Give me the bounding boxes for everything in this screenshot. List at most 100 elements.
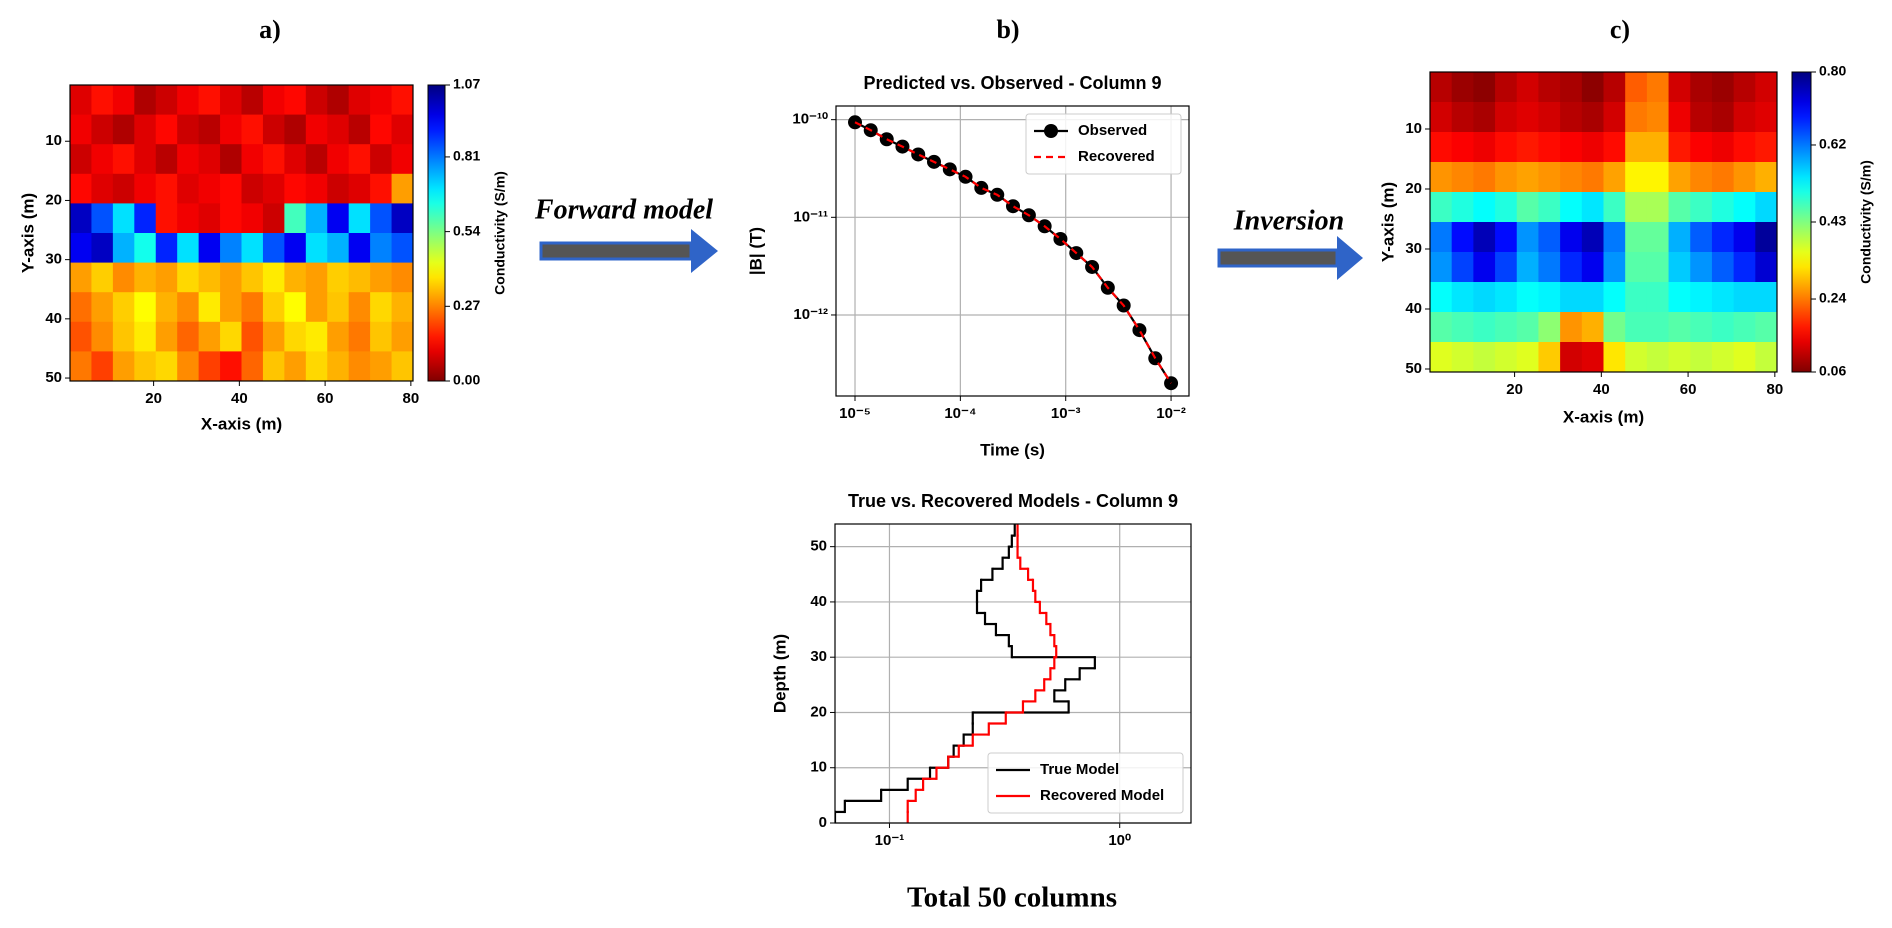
heatmap-cell	[1711, 192, 1735, 223]
heatmap-cell	[262, 203, 285, 234]
heatmap-cell	[1711, 312, 1735, 343]
heatmap-cell	[177, 173, 200, 204]
heatmap-cell	[348, 173, 371, 204]
heatmap-cell	[241, 292, 264, 323]
heatmap-cell	[134, 144, 157, 175]
y-axis-label: |B| (T)	[746, 227, 765, 275]
colorbar-tick-label: 0.62	[1819, 136, 1846, 152]
heatmap-cell	[391, 351, 413, 381]
heatmap-cell	[155, 321, 178, 352]
heatmap-cell	[1473, 282, 1496, 313]
colorbar-label: Conductivity (S/m)	[1858, 160, 1874, 284]
heatmap-cell	[1755, 282, 1777, 313]
heatmap-cell	[112, 114, 135, 145]
heatmap-cell	[70, 173, 93, 204]
heatmap-cell	[1451, 192, 1474, 223]
heatmap-cell	[1603, 132, 1626, 163]
heatmap-cell	[1668, 192, 1691, 223]
heatmap-cell	[391, 144, 413, 175]
heatmap-cell	[91, 114, 114, 145]
heatmap-cell	[327, 173, 350, 204]
heatmap-cell	[177, 321, 200, 352]
heatmap-cell	[91, 321, 114, 352]
heatmap-cell	[1581, 192, 1605, 223]
heatmap-cell	[262, 262, 285, 293]
heatmap-cell	[1451, 102, 1474, 133]
heatmap-cell	[220, 114, 243, 145]
heatmap-cell	[1473, 132, 1496, 163]
heatmap-cell	[327, 144, 350, 175]
heatmap-cell	[1711, 342, 1735, 372]
heatmap-cell	[1733, 132, 1756, 163]
heatmap-cell	[198, 351, 221, 381]
heatmap-cell	[1646, 162, 1670, 193]
colorbar-tick-label: 0.81	[453, 148, 480, 164]
heatmap-cell	[241, 321, 264, 352]
heatmap-cell	[241, 144, 264, 175]
heatmap-cell	[112, 85, 135, 116]
heatmap-cell	[284, 321, 307, 352]
heatmap-cell	[1646, 222, 1670, 253]
heatmap-cell	[1430, 102, 1453, 133]
heatmap-cell	[1690, 342, 1713, 372]
heatmap-cell	[1603, 72, 1626, 103]
heatmap-cell	[305, 114, 328, 145]
heatmap-cell	[262, 233, 285, 264]
heatmap-cell	[1690, 132, 1713, 163]
heatmap-cell	[198, 233, 221, 264]
heatmap-cell	[391, 85, 413, 116]
marker	[879, 132, 894, 147]
heatmap-cell	[348, 351, 371, 381]
x-tick-label: 40	[231, 390, 248, 407]
heatmap-cell	[112, 292, 135, 323]
heatmap-cell	[241, 114, 264, 145]
colorbar	[1791, 71, 1812, 373]
footer: Total 50 columns	[907, 882, 1117, 914]
heatmap-cell	[1495, 312, 1518, 343]
heatmap-cell	[91, 203, 114, 234]
heatmap-cell	[370, 292, 393, 323]
legend-label: True Model	[1040, 761, 1119, 778]
heatmap-cell	[1495, 282, 1518, 313]
chart-step: 10⁻¹ 10⁰ 0 10 20 30 40 50 True vs. Recovered Mod…	[770, 491, 1192, 849]
heatmap-cell	[1668, 282, 1691, 313]
heatmap-cell	[134, 262, 157, 293]
colorbar-label: Conductivity (S/m)	[492, 171, 508, 295]
heatmap-cell	[1646, 132, 1670, 163]
heatmap-cell	[327, 85, 350, 116]
y-tick-label: 10	[45, 132, 62, 149]
heatmap-cell	[1560, 192, 1583, 223]
heatmap-cell	[220, 233, 243, 264]
heatmap-cell	[177, 262, 200, 293]
heatmap-cell	[155, 351, 178, 381]
heatmap-cell	[198, 114, 221, 145]
heatmap-cell	[370, 114, 393, 145]
y-tick-label: 10⁻¹²	[793, 306, 828, 323]
heatmap-cell	[370, 351, 393, 381]
heatmap-cell	[177, 233, 200, 264]
heatmap-cell	[1603, 192, 1626, 223]
axes-frame	[835, 105, 1190, 397]
heatmap-cell	[70, 321, 93, 352]
heatmap-cell	[348, 144, 371, 175]
heatmap-cell	[1473, 342, 1496, 372]
heatmap-cell	[1646, 312, 1670, 343]
heatmap-cell	[305, 144, 328, 175]
chart-line: 10⁻⁵ 10⁻⁴ 10⁻³ 10⁻² 10⁻¹² 10⁻¹¹ 10⁻¹⁰ Predicted…	[746, 15, 1190, 459]
heatmap-cell	[1538, 252, 1561, 283]
heatmap-cell	[1581, 222, 1605, 253]
heatmap-cell	[1755, 342, 1777, 372]
heatmap-cell	[1646, 102, 1670, 133]
heatmap-cell	[348, 203, 371, 234]
x-axis-label: Time (s)	[980, 440, 1045, 459]
marker	[1132, 323, 1147, 338]
heatmap-cell	[220, 203, 243, 234]
x-tick-label: 60	[1680, 381, 1697, 398]
colorbar-tick-label: 0.27	[453, 297, 480, 313]
legend-box	[1025, 113, 1182, 175]
legend-label: Recovered	[1078, 148, 1155, 165]
marker	[1006, 199, 1021, 214]
heatmap-cell	[155, 203, 178, 234]
heatmap-cell	[1538, 312, 1561, 343]
heatmap-cell	[198, 321, 221, 352]
